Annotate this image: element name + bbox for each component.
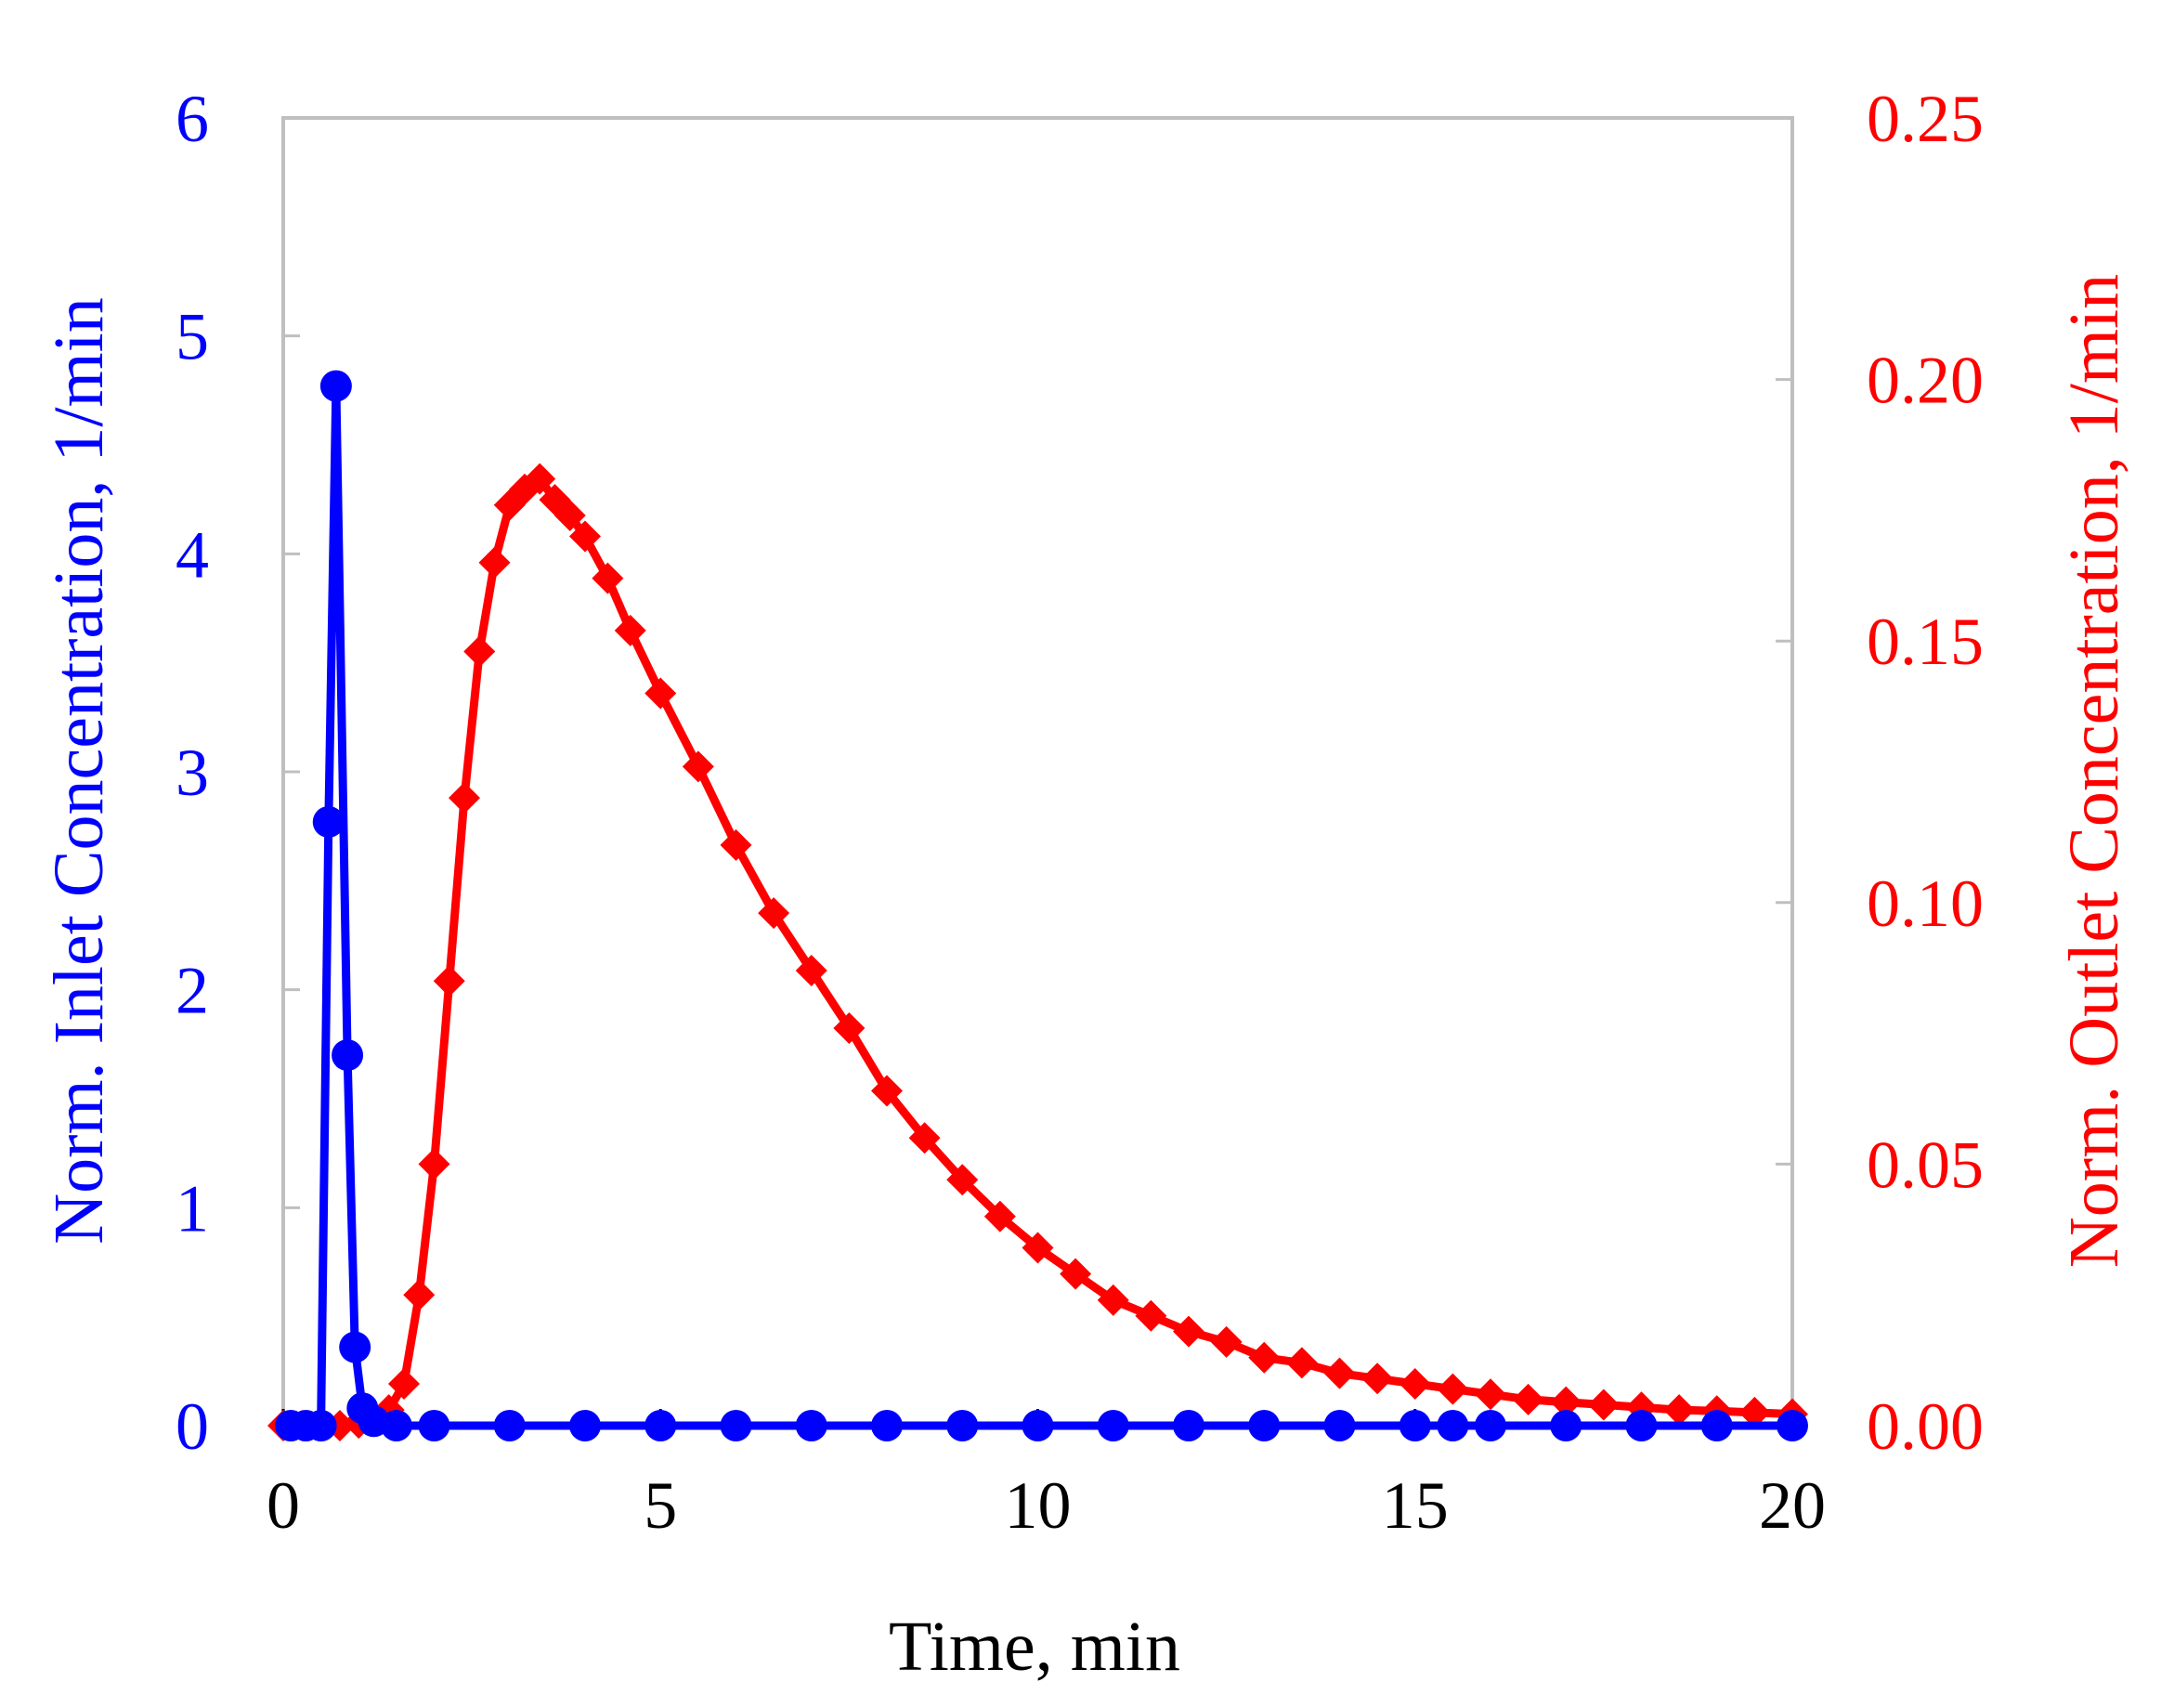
y-right-tick-label: 0.25: [1867, 82, 1984, 156]
y-left-tick-label: 4: [176, 517, 209, 592]
y-right-tick-label: 0.15: [1867, 605, 1984, 679]
inlet-data-point: [1625, 1410, 1658, 1441]
y-right-tick-label: 0.05: [1867, 1128, 1984, 1202]
outlet-data-point: [833, 1011, 866, 1044]
y-left-tick-label: 6: [176, 82, 209, 156]
y-left-tick-label: 1: [176, 1171, 209, 1245]
inlet-series: [275, 370, 1808, 1441]
outlet-data-point: [478, 546, 511, 579]
outlet-data-point: [524, 463, 556, 495]
outlet-data-point: [433, 965, 465, 997]
outlet-data-point: [758, 897, 790, 930]
series-layer: [267, 370, 1808, 1441]
outlet-data-point: [614, 614, 646, 646]
inlet-data-point: [1700, 1410, 1733, 1441]
inlet-data-point: [946, 1410, 979, 1441]
inlet-data-point: [1323, 1410, 1356, 1441]
y-left-axis-title: Norm. Inlet Concentration, 1/min: [40, 297, 118, 1244]
y-left-tick-label: 0: [176, 1389, 209, 1464]
outlet-data-point: [403, 1279, 436, 1311]
outlet-data-point: [1437, 1373, 1469, 1405]
outlet-data-point: [795, 955, 827, 987]
inlet-data-point: [1777, 1410, 1808, 1441]
outlet-data-point: [1323, 1357, 1356, 1389]
y-right-tick-label: 0.10: [1867, 867, 1984, 941]
inlet-data-point: [305, 1410, 337, 1441]
x-tick-label: 20: [1759, 1468, 1826, 1543]
inlet-data-point: [312, 805, 345, 838]
inlet-data-point: [339, 1331, 371, 1363]
y-left-tick-label: 3: [176, 736, 209, 810]
inlet-data-point: [332, 1039, 364, 1072]
x-tick-label: 0: [267, 1468, 300, 1543]
y-right-axis-title: Norm. Outlet Concentration, 1/min: [2055, 274, 2133, 1268]
inlet-data-point: [380, 1410, 412, 1441]
outlet-data-point: [1060, 1258, 1092, 1290]
outlet-data-point: [1173, 1315, 1204, 1348]
outlet-data-point: [871, 1075, 903, 1107]
outlet-data-point: [682, 750, 714, 783]
outlet-data-point: [1361, 1362, 1394, 1395]
inlet-data-point: [795, 1410, 827, 1441]
inlet-data-point: [1437, 1410, 1469, 1441]
outlet-data-point: [1475, 1378, 1506, 1411]
inlet-data-point: [1475, 1410, 1506, 1441]
outlet-data-point: [720, 828, 752, 861]
outlet-data-point: [569, 520, 601, 553]
outlet-data-point: [449, 782, 480, 815]
inlet-data-point: [1399, 1410, 1431, 1441]
outlet-data-point: [1248, 1341, 1281, 1374]
y-left-tick-label: 2: [176, 954, 209, 1028]
y-left-tick-label: 5: [176, 300, 209, 374]
outlet-data-point: [553, 500, 586, 532]
axis-ticks: 0 5 10 15 20 0 1 2 3 4 5 6 0.00 0.05 0.10 0.15 0.20 0.25: [176, 82, 1984, 1543]
x-tick-label: 10: [1005, 1468, 1072, 1543]
inlet-data-point: [493, 1410, 526, 1441]
outlet-data-point: [983, 1200, 1016, 1232]
outlet-data-point: [1022, 1232, 1054, 1264]
inlet-data-point: [1097, 1410, 1129, 1441]
inlet-data-point: [569, 1410, 601, 1441]
inlet-data-point: [418, 1410, 450, 1441]
outlet-series: [267, 463, 1808, 1441]
outlet-data-point: [1587, 1389, 1620, 1421]
inlet-data-point: [644, 1410, 677, 1441]
inlet-data-point: [319, 370, 352, 402]
outlet-data-point: [1550, 1386, 1582, 1418]
x-axis-title: Time, min: [889, 1608, 1180, 1686]
outlet-data-point: [418, 1148, 450, 1180]
outlet-data-point: [1512, 1383, 1544, 1415]
x-tick-label: 15: [1382, 1468, 1449, 1543]
y-right-tick-label: 0.20: [1867, 344, 1984, 418]
outlet-data-point: [908, 1122, 941, 1154]
inlet-data-point: [871, 1410, 903, 1441]
outlet-data-point: [1285, 1347, 1318, 1379]
inlet-data-point: [1173, 1410, 1204, 1441]
outlet-data-point: [388, 1367, 420, 1400]
inlet-data-point: [720, 1410, 752, 1441]
x-tick-label: 5: [644, 1468, 677, 1543]
outlet-data-point: [463, 635, 496, 668]
outlet-data-point: [644, 677, 677, 710]
outlet-data-point: [1210, 1325, 1243, 1358]
y-right-tick-label: 0.00: [1867, 1389, 1984, 1464]
inlet-data-point: [1022, 1410, 1054, 1441]
inlet-data-point: [1248, 1410, 1281, 1441]
outlet-data-point: [592, 562, 624, 594]
outlet-data-point: [1399, 1367, 1431, 1400]
outlet-data-point: [1663, 1394, 1696, 1427]
inlet-data-point: [1550, 1410, 1582, 1441]
outlet-data-point: [1097, 1284, 1129, 1316]
outlet-data-point: [946, 1164, 979, 1196]
outlet-data-point: [1135, 1299, 1167, 1332]
outlet-data-point: [1738, 1396, 1771, 1428]
